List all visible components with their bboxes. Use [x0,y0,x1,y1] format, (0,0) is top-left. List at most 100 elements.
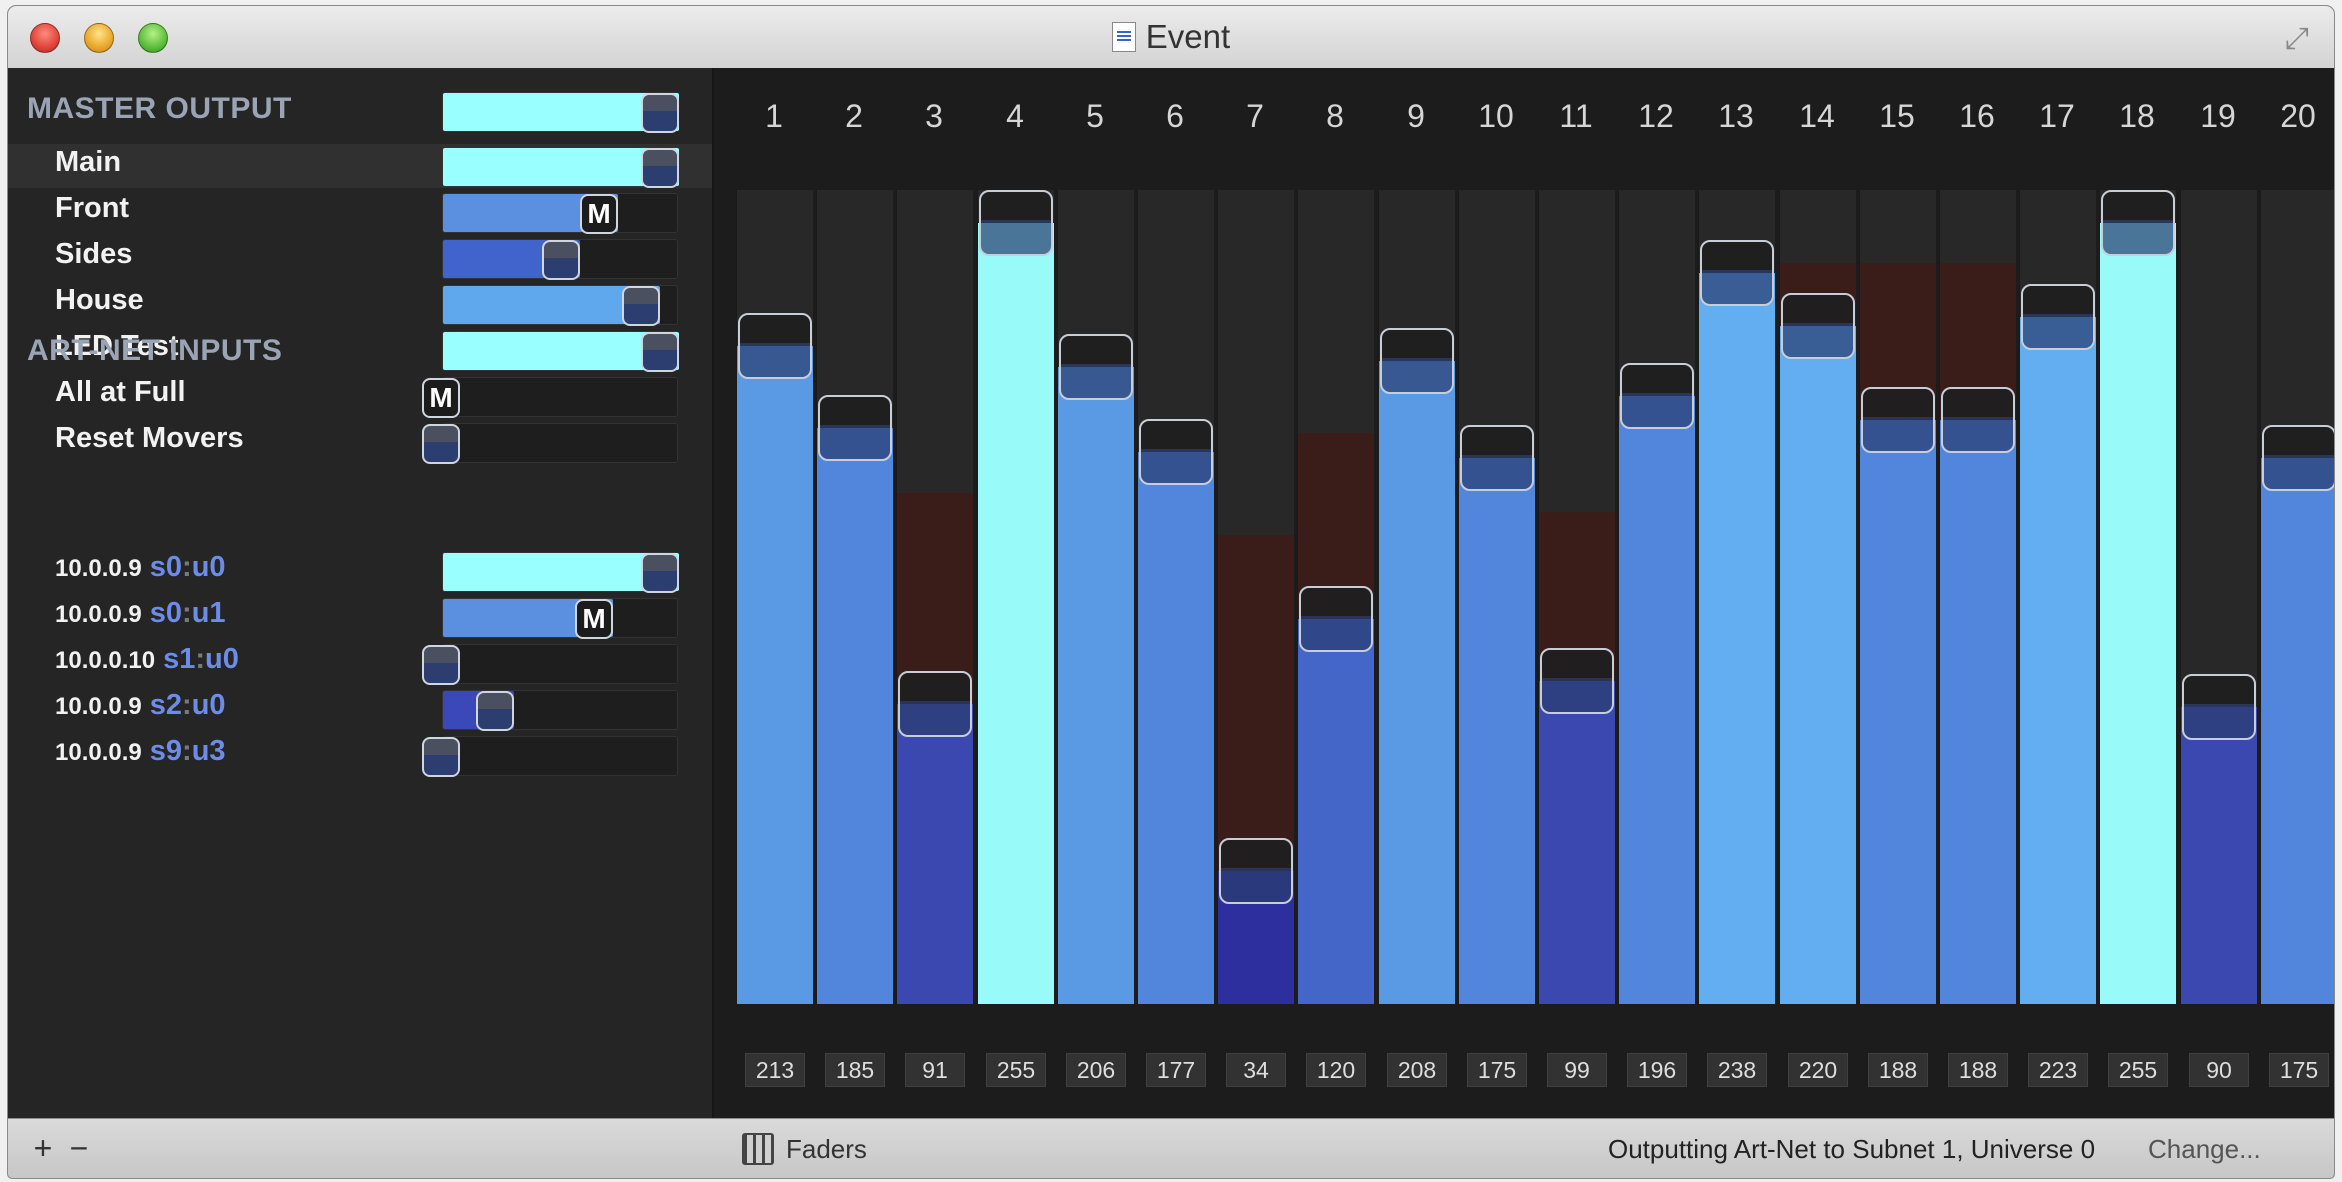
master-row-main-slider[interactable] [442,147,679,188]
master-row-label: Reset Movers [55,422,244,454]
artnet-input-knob[interactable] [422,645,460,685]
master-row-reset-movers-slider[interactable] [422,423,678,464]
app-window: Event ⤢ MASTER OUTPUT Main Front M Sides Hou… [8,6,2334,1178]
master-row-reset-movers-knob[interactable] [422,424,460,464]
channel-fader-knob[interactable] [818,395,892,461]
artnet-input-row[interactable]: 10.0.0.9 s9:u3 [8,733,712,777]
faders-icon[interactable] [742,1133,774,1165]
master-row-house[interactable]: House [8,282,712,326]
artnet-input-subnet-universe: s2:u0 [150,689,226,721]
channel-value: 34 [1226,1053,1286,1087]
artnet-input-subnet: s0 [149,597,183,629]
add-button[interactable]: + [33,1130,53,1166]
channel-value: 255 [2108,1053,2168,1087]
channel-fader-knob[interactable] [2182,674,2256,740]
artnet-input-row[interactable]: 10.0.0.9 s0:u0 [8,549,712,593]
zoom-window-button[interactable] [138,23,168,53]
channel-fader-knob[interactable] [1540,648,1614,714]
output-status: Outputting Art-Net to Subnet 1, Universe… [1608,1134,2096,1164]
master-row-sides[interactable]: Sides [8,236,712,280]
channel-number: 1 [765,98,783,134]
channel-fader-knob[interactable] [1219,838,1293,904]
channel-fader-knob[interactable] [2021,284,2095,350]
channel-fader-knob[interactable] [1139,419,1213,485]
channel-fader-knob[interactable] [1700,240,1774,306]
channel-fader-knob[interactable] [1941,387,2015,453]
master-output-slider[interactable] [442,92,679,133]
channel-value: 206 [1066,1053,1126,1087]
master-row-label: Front [55,192,130,224]
master-row-led-test-slider[interactable] [442,331,679,372]
master-row-reset-movers[interactable]: Reset Movers [8,420,712,464]
channel-level-bar [2181,707,2257,1004]
artnet-input-knob[interactable] [422,737,460,777]
artnet-input-slider[interactable]: M [442,598,678,639]
artnet-input-separator: : [182,597,192,629]
master-row-all-at-full-mute-knob[interactable]: M [422,378,460,418]
fullscreen-icon[interactable]: ⤢ [2285,22,2309,55]
master-row-house-knob[interactable] [622,286,660,326]
change-output-button[interactable]: Change... [2148,1134,2261,1164]
channel-number: 19 [2200,98,2236,134]
channel-value: 196 [1627,1053,1687,1087]
artnet-input-slider[interactable] [422,736,678,777]
channel-fader-knob[interactable] [1380,328,1454,394]
channel-number: 17 [2039,98,2075,134]
channel-value: 213 [745,1053,805,1087]
master-row-house-slider[interactable] [442,285,678,326]
channel-fader-knob[interactable] [2262,425,2334,491]
artnet-input-slider[interactable] [442,690,678,731]
remove-button[interactable]: − [69,1130,89,1166]
minimize-window-button[interactable] [84,23,114,53]
artnet-input-separator: : [195,643,206,675]
window-title: Event [1145,18,1231,55]
faders-label[interactable]: Faders [786,1134,867,1164]
channel-fader-knob[interactable] [1460,425,1534,491]
channel-level-bar [2020,317,2096,1004]
channel-level-bar [1379,361,1455,1004]
master-row-sides-knob[interactable] [542,240,580,280]
artnet-input-slider[interactable] [442,552,679,593]
channel-level-bar [2261,458,2334,1004]
artnet-inputs-heading: ART-NET INPUTS [27,334,283,367]
channel-value: 175 [1467,1053,1527,1087]
master-row-led-test[interactable]: LED Test [8,328,712,372]
artnet-input-mute-knob[interactable]: M [575,599,613,639]
artnet-input-separator: : [182,735,192,767]
master-row-front[interactable]: Front M [8,190,712,234]
master-row-main[interactable]: Main [8,144,712,188]
channel-fader-knob[interactable] [1861,387,1935,453]
master-row-sides-slider[interactable] [442,239,678,280]
master-row-front-slider[interactable]: M [442,193,678,234]
channel-fader-knob[interactable] [898,671,972,737]
master-row-led-test-knob[interactable] [641,332,679,372]
artnet-input-separator: : [182,689,192,721]
channel-level-bar [1298,619,1374,1004]
master-row-all-at-full[interactable]: All at Full M [8,374,712,418]
master-row-main-knob[interactable] [641,148,679,188]
master-row-all-at-full-slider[interactable]: M [422,377,678,418]
channel-value: 188 [1868,1053,1928,1087]
channel-fader-knob[interactable] [738,313,812,379]
channel-level-bar [2100,223,2176,1004]
artnet-input-row[interactable]: 10.0.0.9 s0:u1 M [8,595,712,639]
channel-number: 14 [1799,98,1835,134]
channel-value: 177 [1146,1053,1206,1087]
channel-fader-knob[interactable] [1299,586,1373,652]
channel-value: 223 [2028,1053,2088,1087]
master-row-front-mute-knob[interactable]: M [580,194,618,234]
artnet-input-row[interactable]: 10.0.0.10 s1:u0 [8,641,712,685]
channel-fader-knob[interactable] [1059,334,1133,400]
artnet-input-knob[interactable] [641,553,679,593]
artnet-input-subnet-universe: s0:u1 [150,597,226,629]
channel-level-bar [1699,273,1775,1004]
channel-fader-knob[interactable] [1620,363,1694,429]
artnet-input-knob[interactable] [476,691,514,731]
master-output-knob[interactable] [641,93,679,133]
channel-fader-knob[interactable] [1781,293,1855,359]
artnet-input-slider[interactable] [422,644,678,685]
close-window-button[interactable] [30,23,60,53]
channel-fader-knob[interactable] [979,190,1053,256]
artnet-input-row[interactable]: 10.0.0.9 s2:u0 [8,687,712,731]
channel-fader-knob[interactable] [2101,190,2175,256]
